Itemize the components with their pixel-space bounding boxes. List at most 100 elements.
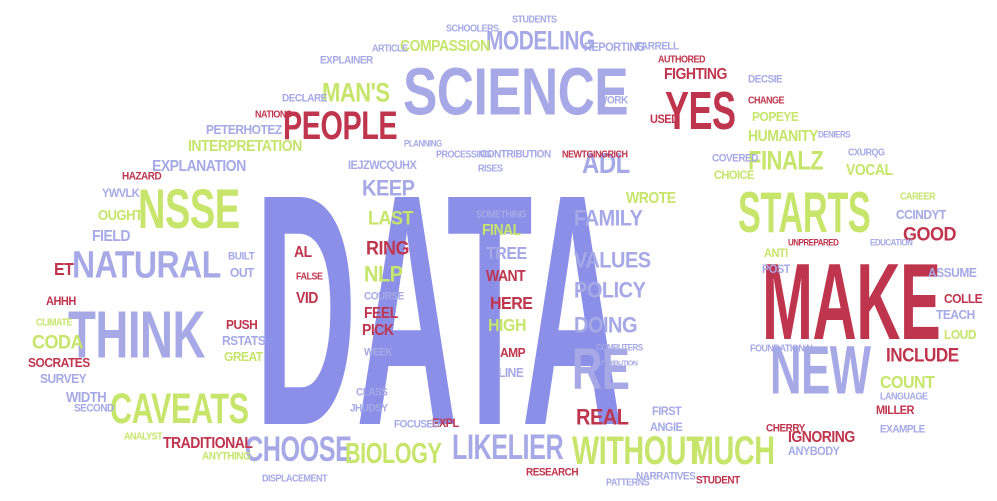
word-processing: PROCESSING [436, 148, 492, 160]
word-amp: AMP [500, 344, 526, 361]
word-vocal: VOCAL [846, 160, 893, 179]
word-wrote: WROTE [626, 188, 676, 207]
word-hazard: HAZARD [122, 170, 162, 183]
word-natural: NATURAL [72, 242, 221, 286]
word-starts: STARTS [738, 181, 871, 245]
word-farrell: FARRELL [636, 40, 679, 53]
word-caveats: CAVEATS [110, 385, 249, 433]
word-student: STUDENT [696, 474, 740, 487]
word-displacement: DISPLACEMENT [262, 472, 328, 484]
word-narratives: NARRATIVES [636, 470, 696, 483]
word-et: ET [54, 260, 74, 280]
word-rstats: RSTATS [222, 332, 266, 349]
word-choose: CHOOSE [245, 429, 352, 469]
word-class: CLASS [356, 386, 388, 399]
word-education: EDUCATION [870, 237, 913, 248]
word-feel: FEEL [364, 303, 398, 322]
word-change: CHANGE [748, 94, 785, 106]
word-finalz: FINALZ [748, 145, 824, 176]
word-yes: YES [665, 79, 736, 141]
word-count: COUNT [880, 373, 935, 393]
word-assume: ASSUME [928, 264, 977, 281]
word-values: VALUES [574, 248, 651, 274]
word-patterns: PATTERNS [606, 476, 650, 488]
word-last: LAST [368, 206, 414, 229]
word-article: ARTICLE [372, 42, 408, 54]
word-anti: ANTI [764, 246, 788, 261]
word-coda: CODA [32, 330, 84, 353]
word-man-s: MAN'S [322, 77, 390, 108]
word-field: FIELD [92, 226, 130, 245]
word-students: STUDENTS [512, 13, 557, 25]
word-teach: TEACH [936, 306, 975, 323]
word-used: USED [650, 112, 679, 127]
word-nlp: NLP [364, 262, 403, 288]
word-foundational: FOUNDATIONAL [750, 342, 816, 354]
word-fighting: FIGHTING [664, 64, 727, 83]
word-pick: PICK [362, 320, 394, 339]
word-high: HIGH [488, 316, 527, 336]
word-peterhotez: PETERHOTEZ [206, 121, 282, 138]
word-jhudsy: JHUDSY [350, 402, 388, 415]
word-al: AL [294, 242, 312, 261]
word-good: GOOD [903, 222, 957, 245]
word-real: REAL [576, 405, 629, 431]
word-explanation: EXPLANATION [152, 156, 246, 175]
word-declare: DECLARE [282, 92, 327, 105]
word-ccindyt: CCINDYT [896, 206, 946, 223]
word-include: INCLUDE [886, 343, 959, 366]
word-covered: COVERED [712, 152, 758, 165]
word-iejzwcquhx: IEJZWCQUHX [348, 158, 417, 173]
word-research: RESEARCH [526, 466, 579, 479]
word-biology: BIOLOGY [345, 437, 442, 470]
word-contribution: CONTRIBUTION [480, 148, 551, 161]
word-popeye: POPEYE [752, 108, 799, 125]
word-without: WITHOUT [572, 427, 704, 473]
word-here: HERE [490, 294, 533, 314]
word-people: PEOPLE [283, 102, 398, 148]
word-out: OUT [230, 264, 254, 281]
word-analyst: ANALYST [124, 430, 163, 442]
word-built: BUILT [228, 250, 255, 263]
word-rises: RISES [478, 162, 503, 174]
word-attribution: ATTRIBUTION [596, 360, 638, 368]
word-data: DATA [255, 127, 623, 496]
word-expl: EXPL [432, 416, 459, 431]
word-colle: COLLE [944, 290, 983, 307]
word-career: CAREER [900, 190, 936, 202]
word-want: WANT [486, 266, 526, 285]
word-much: MUCH [690, 427, 775, 473]
word-push: PUSH [226, 316, 258, 333]
word-science: SCIENCE [403, 53, 629, 130]
word-make: MAKE [762, 241, 941, 364]
word-planning: PLANNING [404, 138, 442, 149]
word-deniers: DENIERS [818, 129, 851, 140]
word-ahhh: AHHH [46, 294, 76, 309]
word-miller: MILLER [876, 403, 914, 418]
word-reporting: REPORTING [584, 40, 645, 55]
word-computers: COMPUTERS [596, 342, 643, 353]
word-traditional: TRADITIONAL [163, 433, 253, 452]
word-doing: DOING [574, 313, 638, 339]
word-family: FAMILY [574, 206, 643, 232]
word-compassion: COMPASSION [400, 36, 490, 55]
word-schoolers: SCHOOLERS [446, 22, 499, 34]
word-ywvlk: YWVLK [102, 186, 140, 201]
word-interpretation: INTERPRETATION [188, 136, 302, 155]
word-great: GREAT [224, 348, 263, 365]
word-newtgingrich: NEWTGINGRICH [562, 148, 628, 160]
word-tree: TREE [486, 244, 527, 264]
word-nations: NATIONS [255, 108, 292, 120]
word-post: POST [762, 262, 790, 277]
word-line: LINE [498, 364, 524, 381]
word-anything: ANYTHING [202, 450, 251, 463]
word-course: COURSE [364, 290, 404, 303]
word-adl: ADL [582, 147, 630, 180]
word-ought: OUGHT [98, 206, 143, 224]
word-climate: CLIMATE [36, 316, 72, 328]
word-humanity: HUMANITY [748, 126, 818, 145]
word-something: SOMETHING [476, 208, 527, 220]
word-focused: FOCUSED [394, 418, 440, 431]
word-ignoring: IGNORING [788, 427, 855, 446]
